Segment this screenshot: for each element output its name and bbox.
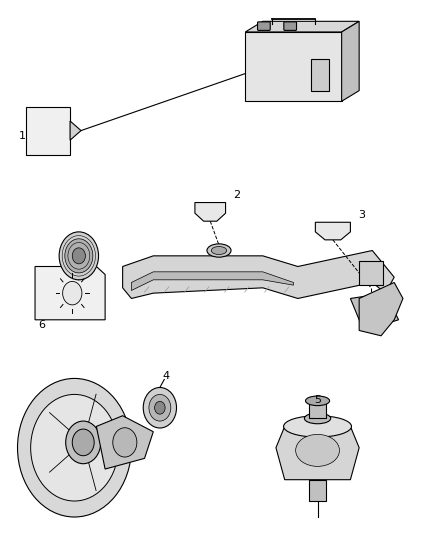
Polygon shape (359, 282, 403, 336)
Circle shape (149, 394, 171, 421)
Ellipse shape (304, 413, 331, 424)
Polygon shape (96, 416, 153, 469)
Circle shape (63, 281, 82, 305)
Ellipse shape (296, 434, 339, 466)
Circle shape (65, 239, 93, 273)
Text: 2: 2 (233, 190, 240, 199)
Bar (309, 480, 326, 501)
Circle shape (31, 394, 118, 501)
Polygon shape (315, 222, 350, 240)
FancyBboxPatch shape (258, 22, 270, 30)
Circle shape (66, 421, 101, 464)
FancyBboxPatch shape (284, 22, 297, 30)
Circle shape (59, 232, 99, 280)
Bar (26, 107, 70, 155)
Polygon shape (245, 21, 359, 32)
Polygon shape (245, 32, 342, 101)
Polygon shape (342, 21, 359, 101)
Polygon shape (35, 266, 105, 320)
Bar (311, 59, 328, 91)
Polygon shape (70, 121, 81, 140)
Polygon shape (131, 272, 293, 290)
Ellipse shape (113, 427, 137, 457)
Ellipse shape (207, 244, 231, 257)
Circle shape (72, 248, 85, 264)
Polygon shape (195, 203, 226, 221)
Polygon shape (123, 251, 394, 298)
Ellipse shape (305, 396, 330, 406)
Ellipse shape (211, 246, 227, 255)
Circle shape (72, 429, 94, 456)
Text: 3: 3 (358, 211, 365, 220)
Polygon shape (276, 426, 359, 480)
Text: 5: 5 (314, 395, 321, 405)
Circle shape (155, 401, 165, 414)
Polygon shape (350, 293, 399, 330)
Ellipse shape (284, 416, 351, 437)
Text: 4: 4 (163, 371, 170, 381)
Text: 6: 6 (38, 320, 45, 330)
Circle shape (18, 378, 131, 517)
Text: 1: 1 (18, 131, 25, 141)
Bar (359, 261, 383, 285)
FancyBboxPatch shape (309, 402, 326, 418)
Circle shape (143, 387, 177, 428)
